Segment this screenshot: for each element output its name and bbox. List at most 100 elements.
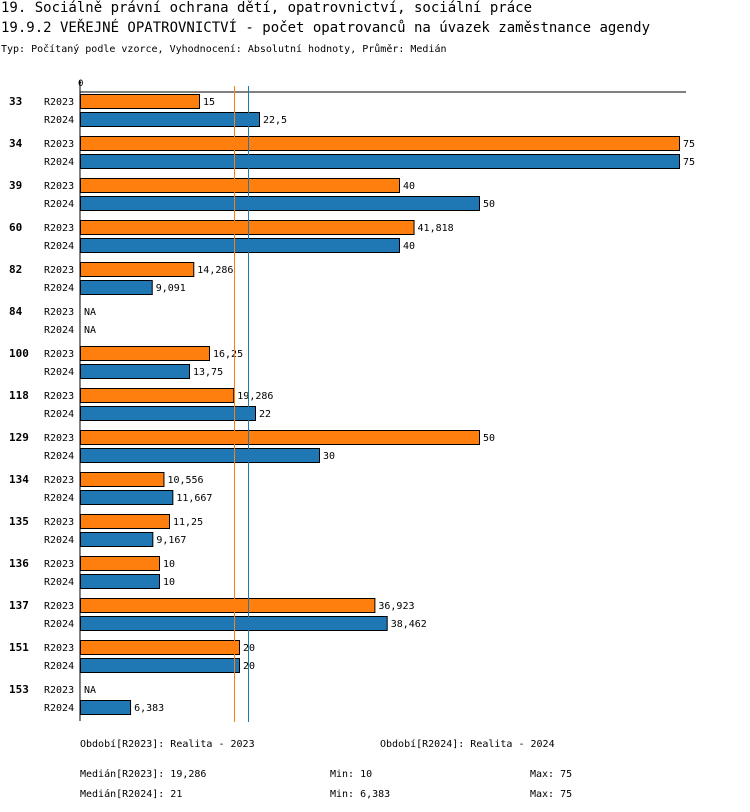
bar-R2023 — [80, 430, 480, 445]
data-label: 50 — [483, 433, 495, 444]
data-label: 10,556 — [167, 475, 203, 486]
series-label: R2023 — [44, 349, 74, 360]
series-label: R2024 — [44, 493, 74, 504]
median-2024: Medián[R2024]: 21 — [80, 789, 183, 800]
data-label: 38,462 — [391, 619, 427, 630]
chart-title-line2: 19.9.2 VEŘEJNÉ OPATROVNICTVÍ - počet opa… — [1, 20, 651, 36]
bar-R2023 — [80, 556, 160, 571]
bar-R2024 — [80, 112, 260, 127]
data-label: 9,091 — [156, 283, 186, 294]
data-label-na: NA — [84, 325, 96, 336]
data-label: 22,5 — [263, 115, 287, 126]
min-2024: Min: 6,383 — [330, 789, 391, 800]
bar-R2024 — [80, 364, 190, 379]
bar-R2024 — [80, 574, 160, 589]
series-label: R2023 — [44, 97, 74, 108]
series-label: R2023 — [44, 391, 74, 402]
series-label: R2023 — [44, 475, 74, 486]
bar-R2024 — [80, 616, 388, 631]
category-label: 33 — [9, 95, 22, 108]
bar-R2024 — [80, 154, 680, 169]
max-2023: Max: 75 — [530, 769, 573, 780]
category-label: 135 — [9, 515, 29, 528]
category-label: 39 — [9, 179, 22, 192]
data-label: 36,923 — [378, 601, 414, 612]
max-2024: Max: 75 — [530, 789, 573, 800]
x-axis-zero-label: 0 — [78, 79, 83, 89]
bar-R2024 — [80, 238, 400, 253]
data-label: 75 — [683, 157, 695, 168]
chart-subtitle: Typ: Počítaný podle vzorce, Vyhodnocení:… — [1, 44, 447, 55]
bar-R2023 — [80, 472, 165, 487]
data-label: 10 — [163, 577, 175, 588]
bar-R2023 — [80, 640, 240, 655]
bar-R2024 — [80, 658, 240, 673]
series-label: R2024 — [44, 409, 74, 420]
bar-R2024 — [80, 406, 256, 421]
data-label: 11,667 — [176, 493, 212, 504]
series-label: R2024 — [44, 367, 74, 378]
category-label: 118 — [9, 389, 29, 402]
bar-R2024 — [80, 448, 320, 463]
series-label: R2023 — [44, 181, 74, 192]
series-label: R2024 — [44, 115, 74, 126]
series-label: R2023 — [44, 223, 74, 234]
data-label: 50 — [483, 199, 495, 210]
bar-R2023 — [80, 346, 210, 361]
data-label: 13,75 — [193, 367, 223, 378]
category-label: 151 — [9, 641, 29, 654]
category-label: 84 — [9, 305, 23, 318]
data-label: 11,25 — [173, 517, 203, 528]
series-label: R2023 — [44, 559, 74, 570]
bar-chart: 0 33 R2023 15 R2024 22,5 34 R2023 75 R2024 75 39 R20… — [9, 79, 695, 722]
period-label-2024: Období[R2024]: Realita - 2024 — [380, 739, 555, 750]
data-label: 22 — [259, 409, 271, 420]
series-label: R2024 — [44, 283, 74, 294]
series-label: R2023 — [44, 139, 74, 150]
bar-R2023 — [80, 136, 680, 151]
bar-R2023 — [80, 514, 170, 529]
data-label-na: NA — [84, 307, 96, 318]
min-2023: Min: 10 — [330, 769, 373, 780]
data-label: 19,286 — [237, 391, 273, 402]
period-label-2023: Období[R2023]: Realita - 2023 — [80, 739, 255, 750]
data-label-na: NA — [84, 685, 96, 696]
data-label: 14,286 — [197, 265, 233, 276]
bar-R2024 — [80, 280, 153, 295]
series-label: R2024 — [44, 577, 74, 588]
category-label: 134 — [9, 473, 29, 486]
category-label: 137 — [9, 599, 29, 612]
series-label: R2023 — [44, 433, 74, 444]
data-label: 20 — [243, 643, 255, 654]
series-label: R2023 — [44, 601, 74, 612]
data-label: 15 — [203, 97, 215, 108]
series-label: R2024 — [44, 241, 74, 252]
series-label: R2024 — [44, 661, 74, 672]
data-label: 6,383 — [134, 703, 164, 714]
category-label: 82 — [9, 263, 22, 276]
series-label: R2024 — [44, 619, 74, 630]
bar-R2023 — [80, 178, 400, 193]
series-label: R2023 — [44, 517, 74, 528]
bar-R2023 — [80, 220, 415, 235]
series-label: R2024 — [44, 199, 74, 210]
bar-R2023 — [80, 94, 200, 109]
data-label: 41,818 — [418, 223, 454, 234]
data-label: 10 — [163, 559, 175, 570]
median-2023: Medián[R2023]: 19,286 — [80, 769, 207, 780]
data-label: 75 — [683, 139, 695, 150]
data-label: 20 — [243, 661, 255, 672]
series-label: R2023 — [44, 685, 74, 696]
series-label: R2024 — [44, 451, 74, 462]
bar-R2024 — [80, 532, 154, 547]
category-label: 34 — [9, 137, 23, 150]
series-label: R2024 — [44, 325, 74, 336]
bar-R2024 — [80, 490, 174, 505]
series-label: R2023 — [44, 265, 74, 276]
series-label: R2023 — [44, 643, 74, 654]
series-label: R2023 — [44, 307, 74, 318]
data-label: 40 — [403, 241, 415, 252]
data-label: 40 — [403, 181, 415, 192]
category-label: 153 — [9, 683, 29, 696]
series-label: R2024 — [44, 535, 74, 546]
